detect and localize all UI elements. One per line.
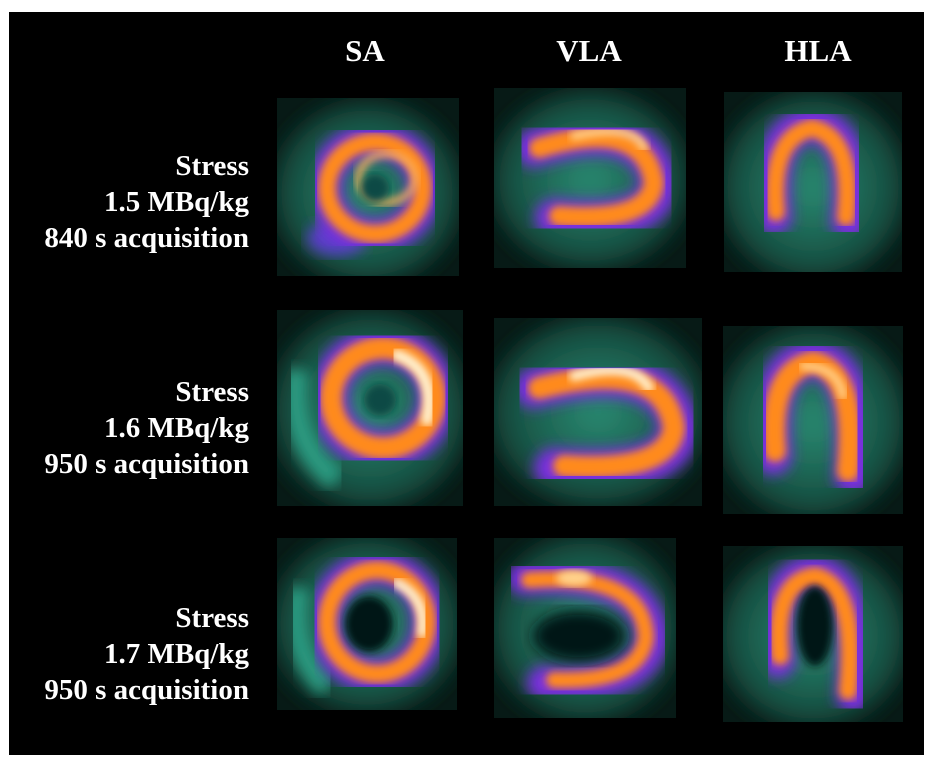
row-label-3: Stress 1.7 MBq/kg 950 s acquisition — [44, 600, 249, 708]
row-label-1: Stress 1.5 MBq/kg 840 s acquisition — [44, 148, 249, 256]
scan-vla-row1 — [494, 88, 686, 268]
scan-vla-row2 — [494, 318, 702, 506]
row-label-acquisition: 950 s acquisition — [44, 674, 249, 706]
scan-hla-row2 — [723, 326, 903, 514]
scan-hla-row1 — [724, 92, 902, 272]
column-header-hla: HLA — [784, 33, 852, 68]
row-label-condition: Stress — [175, 376, 249, 408]
row-label-dose: 1.6 MBq/kg — [103, 412, 249, 444]
scan-hla-row3 — [723, 546, 903, 722]
scan-sa-row3 — [277, 538, 457, 710]
column-header-vla: VLA — [556, 33, 622, 68]
scan-sa-row1 — [277, 98, 459, 276]
scan-vla-row3 — [494, 538, 676, 718]
row-label-acquisition: 840 s acquisition — [44, 222, 249, 254]
row-label-acquisition: 950 s acquisition — [44, 448, 249, 480]
scan-sa-row2 — [277, 310, 463, 506]
column-header-sa: SA — [345, 33, 385, 68]
row-label-dose: 1.5 MBq/kg — [103, 186, 249, 218]
row-label-2: Stress 1.6 MBq/kg 950 s acquisition — [44, 374, 249, 482]
row-label-condition: Stress — [175, 602, 249, 634]
row-label-dose: 1.7 MBq/kg — [103, 638, 249, 670]
row-label-condition: Stress — [175, 150, 249, 182]
figure-panel: SA VLA HLA Stress 1.5 MBq/kg 840 s acqui… — [9, 12, 924, 755]
